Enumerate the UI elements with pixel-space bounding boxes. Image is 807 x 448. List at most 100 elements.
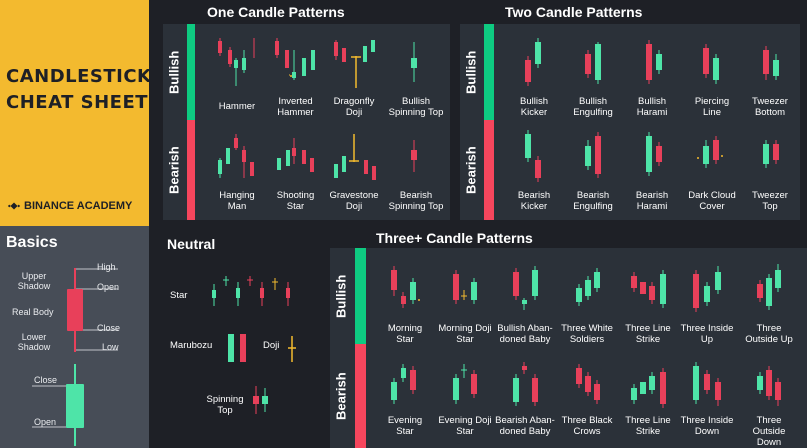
pattern-label: Hammer [218, 101, 256, 112]
pattern-label: Bullish Engulfing [573, 96, 613, 118]
shooting-star-icon [277, 138, 314, 172]
brand: BINANCE ACADEMY [7, 200, 132, 212]
one-candle-panel [163, 24, 450, 220]
title-panel: CANDLESTICK CHEAT SHEET BINANCE ACADEMY [0, 0, 152, 226]
pattern-label: Dark Cloud Cover [688, 190, 736, 212]
three-candle-title: Three+ Candle Patterns [376, 230, 533, 246]
bearish-spinning-top-icon [411, 140, 417, 172]
close2-label: Close [34, 375, 58, 385]
binance-diamond-icon [7, 202, 21, 210]
pattern-label: Three Line Strike [625, 323, 671, 345]
pattern-label: Three Line Strike [625, 415, 671, 437]
morning-star-icon [391, 266, 420, 308]
pattern-label: Three Inside Up [680, 323, 734, 345]
pattern-label: Shooting Star [276, 190, 315, 212]
doji-icon [288, 336, 296, 362]
neutral-star-label: Star [170, 290, 188, 301]
pattern-label: Bearish Aban-doned Baby [495, 415, 555, 437]
two-candle-title: Two Candle Patterns [505, 4, 643, 20]
bearish-engulfing-icon [585, 132, 601, 178]
two-candle-panel [460, 24, 800, 220]
piercing-line-icon [703, 44, 719, 84]
neutral-marubozu-label: Marubozu [170, 340, 213, 351]
three-inside-down-icon [693, 362, 721, 406]
bearish-abandoned-baby-icon [513, 362, 538, 406]
one-bear-bar [187, 120, 195, 220]
title-line-1: CANDLESTICK [6, 66, 152, 87]
three-outside-up-icon [757, 264, 781, 310]
hanging-man-icon [218, 134, 254, 178]
basics-panel: Basics Upper Shadow Real Body Lower Shad… [0, 226, 149, 448]
pattern-label: Three Inside Down [680, 415, 734, 437]
two-bull-bar [484, 24, 494, 120]
hammer-icon [218, 38, 255, 86]
bullish-engulfing-icon [585, 42, 601, 84]
neutral-title: Neutral [167, 236, 216, 252]
star-icon [212, 276, 290, 306]
upper-shadow-label: Upper Shadow [17, 271, 51, 291]
pattern-label: Piercing Line [694, 96, 730, 118]
pattern-label: Bearish Engulfing [573, 190, 613, 212]
open-label: Open [97, 282, 120, 292]
pattern-label: Morning Star [387, 323, 423, 345]
dark-cloud-cover-icon [697, 136, 723, 168]
dragonfly-doji-icon [334, 40, 375, 88]
pattern-label: Tweezer Top [752, 190, 788, 212]
three-outside-down-icon [757, 366, 781, 406]
bearish-kicker-icon [525, 130, 541, 182]
spinning-top-icon [253, 386, 268, 414]
three-candle-panel [330, 248, 807, 448]
bearish-harami-icon [646, 132, 662, 176]
bullish-abandoned-baby-icon [513, 266, 538, 310]
basics-bull-candle [66, 384, 84, 428]
lower-shadow-label: Lower Shadow [17, 332, 51, 352]
three-inside-up-icon [693, 266, 721, 312]
bullish-kicker-icon [525, 38, 541, 86]
neutral-doji-label: Doji [263, 340, 280, 351]
pattern-label: Hanging Man [219, 190, 255, 212]
morning-doji-star-icon [453, 270, 477, 304]
three-line-strike-bear-icon [631, 368, 666, 408]
evening-star-icon [391, 364, 416, 404]
pattern-label: Bullish Aban-doned Baby [497, 323, 553, 345]
pattern-label: Gravestone Doji [329, 190, 379, 212]
pattern-label: Bearish Spinning Top [388, 190, 444, 212]
pattern-label: Three White Soldiers [561, 323, 613, 345]
low-label: Low [102, 342, 119, 352]
marubozu-icon [228, 334, 246, 362]
pattern-label: Bullish Spinning Top [388, 96, 444, 118]
neutral-spinning-top-label: Spinning Top [206, 394, 244, 416]
pattern-label: Bullish Kicker [520, 96, 548, 118]
three-line-strike-bull-icon [631, 270, 666, 308]
evening-doji-star-icon [453, 364, 477, 404]
basics-bear-candle [67, 289, 83, 331]
pattern-label: Inverted Hammer [277, 96, 314, 118]
close-label: Close [97, 323, 121, 333]
inverted-hammer-icon [275, 38, 315, 80]
open2-label: Open [34, 417, 57, 427]
basics-title: Basics [6, 234, 58, 251]
pattern-label: Tweezer Bottom [752, 96, 788, 118]
two-bear-bar [484, 120, 494, 220]
title-line-2: CHEAT SHEET [6, 92, 149, 113]
one-candle-title: One Candle Patterns [207, 4, 345, 20]
pattern-label: Evening Doji Star [438, 415, 492, 437]
pattern-label: Three Black Crows [561, 415, 613, 437]
pattern-label: Evening Star [387, 415, 423, 437]
pattern-label: Three Outside Down [752, 415, 786, 448]
bullish-harami-icon [646, 40, 662, 84]
basics-diagram [32, 268, 118, 446]
one-bull-bar [187, 24, 195, 120]
three-black-crows-icon [576, 364, 600, 404]
real-body-label: Real Body [12, 307, 54, 317]
bullish-spinning-top-icon [411, 42, 417, 82]
three-bear-bar [355, 344, 366, 448]
pattern-label: Morning Doji Star [438, 323, 492, 345]
three-white-soldiers-icon [576, 268, 600, 306]
pattern-label: Bullish Harami [636, 96, 668, 118]
pattern-label: Dragonfly Doji [333, 96, 375, 118]
pattern-label: Bearish Harami [635, 190, 669, 212]
